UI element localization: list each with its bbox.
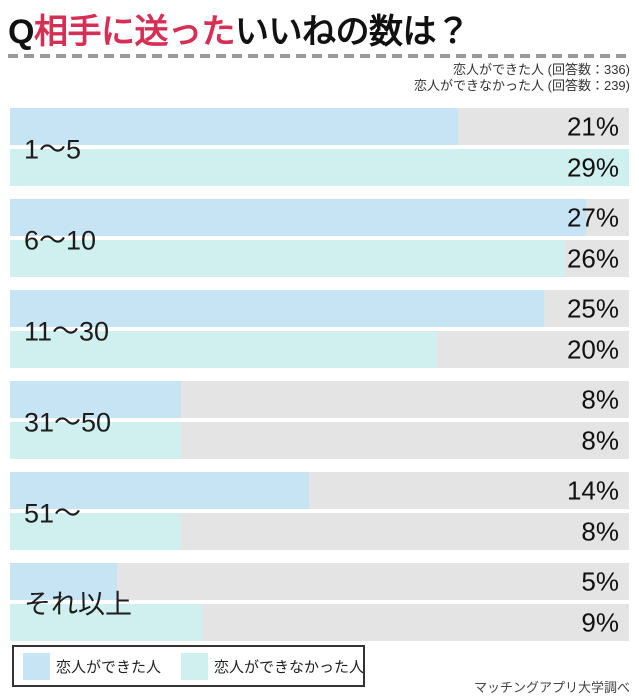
value-label: 8% xyxy=(581,425,619,455)
bar-no-partner xyxy=(10,604,203,641)
legend-label-got-partner: 恋人ができた人 xyxy=(56,658,162,676)
chart-legend: 恋人ができた人 恋人ができなかった人 xyxy=(12,645,365,687)
bar-track: 27% xyxy=(10,199,629,236)
category-label: 11〜30 xyxy=(24,316,110,347)
bar-got-partner xyxy=(10,563,117,600)
title-rest: いいねの数は？ xyxy=(234,13,470,51)
bar-track: 29% xyxy=(10,149,629,186)
bar-track: 8% xyxy=(10,513,629,550)
value-label: 29% xyxy=(566,152,619,182)
bar-got-partner xyxy=(10,472,309,509)
category-label: 1〜5 xyxy=(24,134,82,165)
bar-no-partner xyxy=(10,331,437,368)
page-title: Q相手に送ったいいねの数は？ xyxy=(8,4,470,53)
chart-row: 21% 29% 1〜5 xyxy=(10,108,629,186)
bar-got-partner xyxy=(10,108,459,145)
chart-row: 25% 20% 11〜30 xyxy=(10,290,629,368)
value-label: 9% xyxy=(581,607,619,637)
bar-no-partner xyxy=(10,513,181,550)
bar-got-partner xyxy=(10,381,181,418)
bar-got-partner xyxy=(10,290,544,327)
source-credit: マッチングアプリ大学調べ xyxy=(473,680,630,695)
respondent-annotation: 恋人ができた人 (回答数：336) 恋人ができなかった人 (回答数：239) xyxy=(414,62,630,94)
dashed-divider xyxy=(8,54,631,58)
value-label: 21% xyxy=(566,111,619,141)
category-label: それ以上 xyxy=(24,589,132,620)
chart-row: 8% 8% 31〜50 xyxy=(10,381,629,459)
value-label: 26% xyxy=(566,243,619,273)
bar-track: 5% xyxy=(10,563,629,600)
value-label: 5% xyxy=(581,566,619,596)
value-label: 8% xyxy=(581,516,619,546)
annotation-line-1: 恋人ができた人 (回答数：336) xyxy=(453,62,630,77)
legend-swatch-no-partner xyxy=(181,652,209,680)
bar-track: 8% xyxy=(10,422,629,459)
category-label: 31〜50 xyxy=(24,407,112,438)
category-label: 51〜 xyxy=(24,498,82,529)
bar-track: 8% xyxy=(10,381,629,418)
bar-got-partner xyxy=(10,199,587,236)
value-label: 27% xyxy=(566,202,619,232)
chart-row: 27% 26% 6〜10 xyxy=(10,199,629,277)
annotation-line-2: 恋人ができなかった人 (回答数：239) xyxy=(414,78,630,93)
chart-row: 14% 8% 51〜 xyxy=(10,472,629,550)
bar-chart: 21% 29% 1〜5 27% 26% 6〜10 25% 20% 11〜30 8% 8% 31〜50 1… xyxy=(10,108,629,654)
bar-track: 26% xyxy=(10,240,629,277)
chart-row: 5% 9% それ以上 xyxy=(10,563,629,641)
legend-swatch-got-partner xyxy=(23,652,50,680)
bar-no-partner xyxy=(10,422,181,459)
bar-track: 25% xyxy=(10,290,629,327)
value-label: 20% xyxy=(566,334,619,364)
bar-track: 14% xyxy=(10,472,629,509)
category-label: 6〜10 xyxy=(24,225,97,256)
bar-no-partner xyxy=(10,240,565,277)
title-highlight: 相手に送った xyxy=(33,13,236,51)
legend-label-no-partner: 恋人ができなかった人 xyxy=(214,658,365,676)
bar-no-partner xyxy=(10,149,629,186)
value-label: 8% xyxy=(581,384,619,414)
bar-track: 21% xyxy=(10,108,629,145)
value-label: 25% xyxy=(566,293,619,323)
value-label: 14% xyxy=(566,475,619,505)
title-q-prefix: Q xyxy=(8,13,34,51)
bar-track: 9% xyxy=(10,604,629,641)
bar-track: 20% xyxy=(10,331,629,368)
